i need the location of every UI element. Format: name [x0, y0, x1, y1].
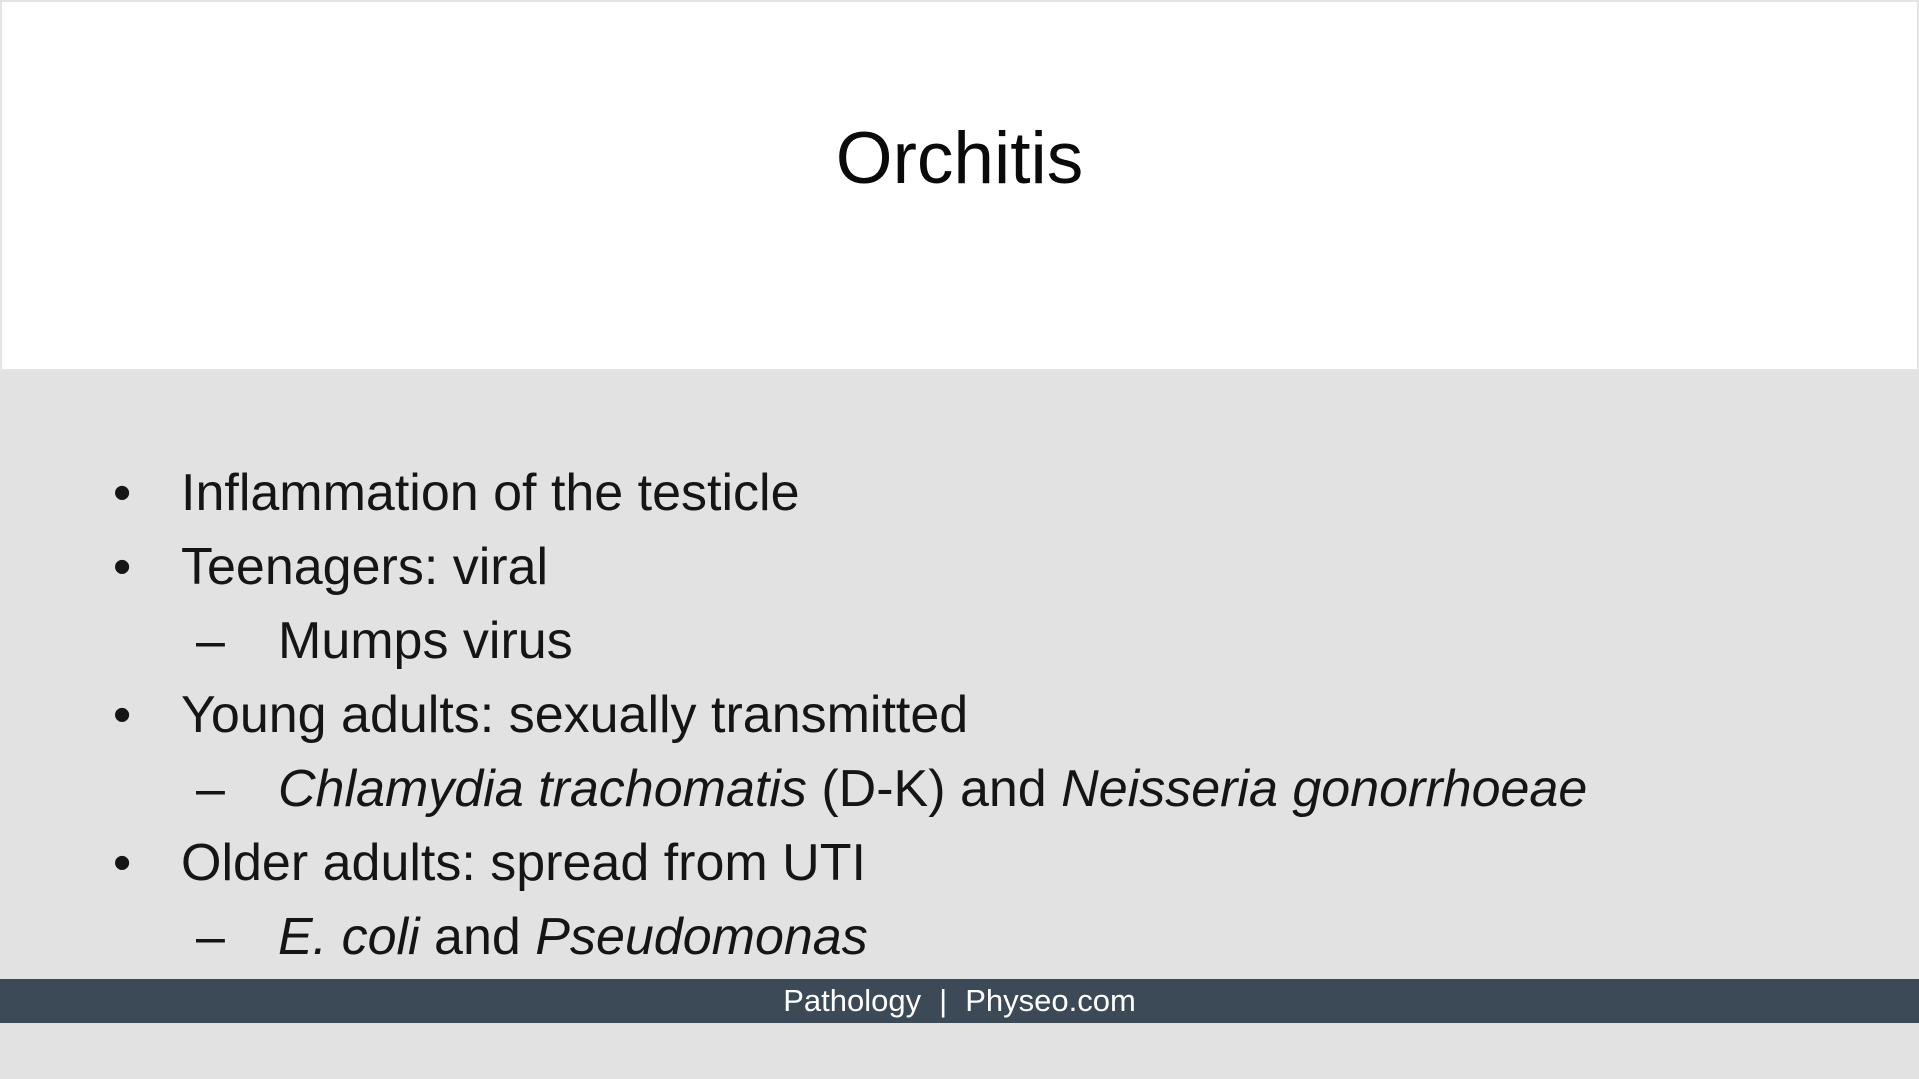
organism-name: Pseudomonas	[535, 908, 868, 966]
sub-bullet-text: E. coli and Pseudomonas	[278, 900, 868, 974]
bullet-text: Inflammation of the testicle	[181, 464, 800, 522]
bullet-text: Young adults: sexually transmitted	[181, 686, 969, 744]
bullet-marker: •	[113, 464, 132, 522]
footer-subject: Pathology	[783, 983, 922, 1018]
sub-bullet-text: Chlamydia trachomatis (D-K) and Neisseri…	[278, 752, 1587, 826]
organism-name: Chlamydia trachomatis	[278, 760, 807, 818]
bullet-marker: •	[113, 538, 132, 596]
slide-title: Orchitis	[835, 118, 1084, 199]
title-box: Orchitis	[0, 0, 1919, 371]
organism-name: E. coli	[278, 908, 420, 966]
connector-text: and	[419, 908, 536, 966]
sub-bullet-marker: –	[196, 760, 225, 818]
sub-bullet-marker: –	[196, 612, 225, 670]
connector-text: (D-K) and	[806, 760, 1062, 818]
content-area: • Inflammation of the testicle • Teenage…	[0, 380, 1919, 978]
bullet-marker: •	[113, 686, 132, 744]
sub-bullet-marker: –	[196, 908, 225, 966]
bullet-marker: •	[113, 834, 132, 892]
organism-name: Neisseria gonorrhoeae	[1061, 760, 1588, 818]
sub-bullet-text: Mumps virus	[278, 612, 573, 670]
footer-separator: |	[939, 983, 948, 1018]
bullet-text: Older adults: spread from UTI	[181, 834, 866, 892]
footer-bar: Pathology | Physeo.com	[0, 979, 1919, 1023]
footer-site: Physeo.com	[965, 983, 1136, 1018]
bullet-text: Teenagers: viral	[181, 538, 549, 596]
